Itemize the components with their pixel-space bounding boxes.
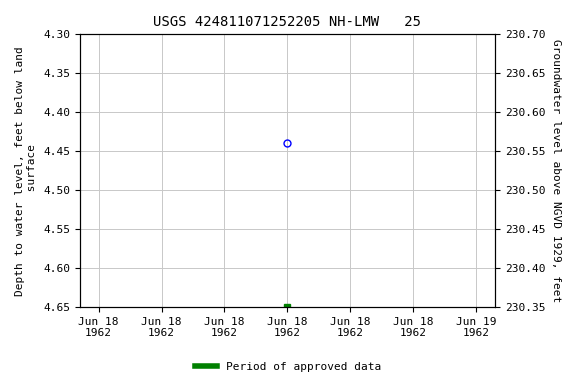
Legend: Period of approved data: Period of approved data: [191, 358, 385, 377]
Title: USGS 424811071252205 NH-LMW   25: USGS 424811071252205 NH-LMW 25: [153, 15, 422, 29]
Y-axis label: Groundwater level above NGVD 1929, feet: Groundwater level above NGVD 1929, feet: [551, 39, 561, 302]
Y-axis label: Depth to water level, feet below land
 surface: Depth to water level, feet below land su…: [15, 46, 37, 296]
